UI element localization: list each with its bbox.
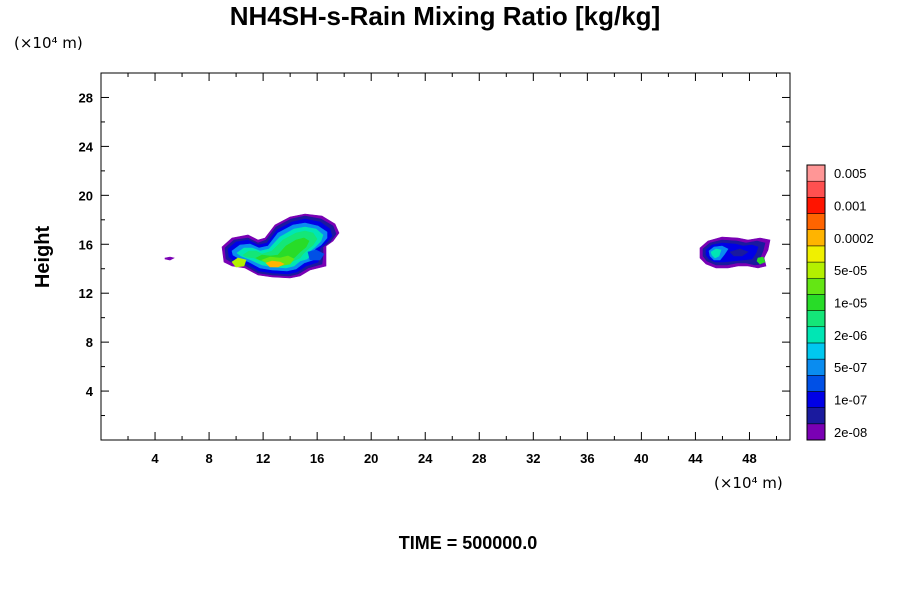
colorbar-label: 1e-07 xyxy=(834,393,867,408)
field-blob-east-level-1 xyxy=(729,248,749,257)
field-blob-west-level-10 xyxy=(231,257,247,268)
y-tick-label: 4 xyxy=(86,384,94,399)
colorbar-swatch xyxy=(806,213,826,230)
colorbar-label: 2e-06 xyxy=(834,328,867,343)
x-axis-units: (×10⁴ m) xyxy=(714,474,783,492)
mixing-ratio-field xyxy=(164,213,771,279)
x-tick-label: 24 xyxy=(418,451,433,466)
colorbar-swatch xyxy=(806,277,826,295)
colorbar-swatch xyxy=(806,261,826,279)
field-blob-west-level-3 xyxy=(307,249,325,261)
colorbar-frame xyxy=(806,164,826,441)
colorbar-swatch xyxy=(806,407,826,425)
y-tick-label: 28 xyxy=(79,90,93,105)
field-blob-west xyxy=(221,213,340,279)
colorbar-swatch xyxy=(806,310,826,328)
colorbar-swatch xyxy=(806,375,826,392)
field-blob-east xyxy=(699,236,771,269)
x-tick-label: 8 xyxy=(205,451,212,466)
x-tick-label: 28 xyxy=(472,451,486,466)
x-tick-label: 20 xyxy=(364,451,378,466)
y-tick-label: 16 xyxy=(79,237,93,252)
y-tick-label: 12 xyxy=(79,286,93,301)
colorbar-label: 0.005 xyxy=(834,166,867,181)
x-tick-label: 12 xyxy=(256,451,270,466)
y-axis-units: (×10⁴ m) xyxy=(14,34,83,52)
x-tick-label: 4 xyxy=(151,451,159,466)
field-blob-west-level-12 xyxy=(265,260,285,268)
colorbar-swatch xyxy=(806,326,826,344)
colorbar-label: 1e-05 xyxy=(834,296,867,311)
colorbar-swatch xyxy=(806,229,826,247)
chart-title: NH4SH-s-Rain Mixing Ratio [kg/kg] xyxy=(230,1,660,31)
colorbar-swatch xyxy=(806,342,826,360)
plot-frame xyxy=(100,72,791,441)
field-blob-small-level-0 xyxy=(164,256,175,261)
x-tick-label: 48 xyxy=(742,451,756,466)
colorbar-label: 0.001 xyxy=(834,198,867,213)
time-label: TIME = 500000.0 xyxy=(399,533,538,553)
colorbar-label: 0.0002 xyxy=(834,231,874,246)
field-blob-east-level-8 xyxy=(756,256,766,265)
field-blob-small xyxy=(164,256,175,261)
colorbar-swatch xyxy=(806,358,826,376)
x-tick-label: 44 xyxy=(688,451,703,466)
colorbar-swatch xyxy=(806,294,826,311)
colorbar-swatch xyxy=(806,391,826,408)
x-tick-label: 16 xyxy=(310,451,324,466)
colorbar-swatch xyxy=(806,197,826,214)
colorbar-label: 5e-07 xyxy=(834,360,867,375)
colorbar-label: 2e-08 xyxy=(834,425,867,440)
y-tick-label: 8 xyxy=(86,335,93,350)
colorbar-swatch xyxy=(806,423,826,441)
x-tick-label: 32 xyxy=(526,451,540,466)
x-tick-label: 36 xyxy=(580,451,594,466)
field-blob-east-level-6 xyxy=(710,248,722,259)
colorbar: 2e-08 1e-07 5e-07 2e-06 1e-05 5e-05 0.0002 0.00… xyxy=(806,164,874,441)
colorbar-swatch xyxy=(806,180,826,198)
y-tick-label: 20 xyxy=(79,188,93,203)
colorbar-swatch xyxy=(806,164,826,182)
colorbar-label: 5e-05 xyxy=(834,263,867,278)
x-tick-label: 40 xyxy=(634,451,648,466)
colorbar-swatch xyxy=(806,245,826,263)
y-tick-label: 24 xyxy=(79,139,94,154)
y-axis-label: Height xyxy=(32,226,54,289)
